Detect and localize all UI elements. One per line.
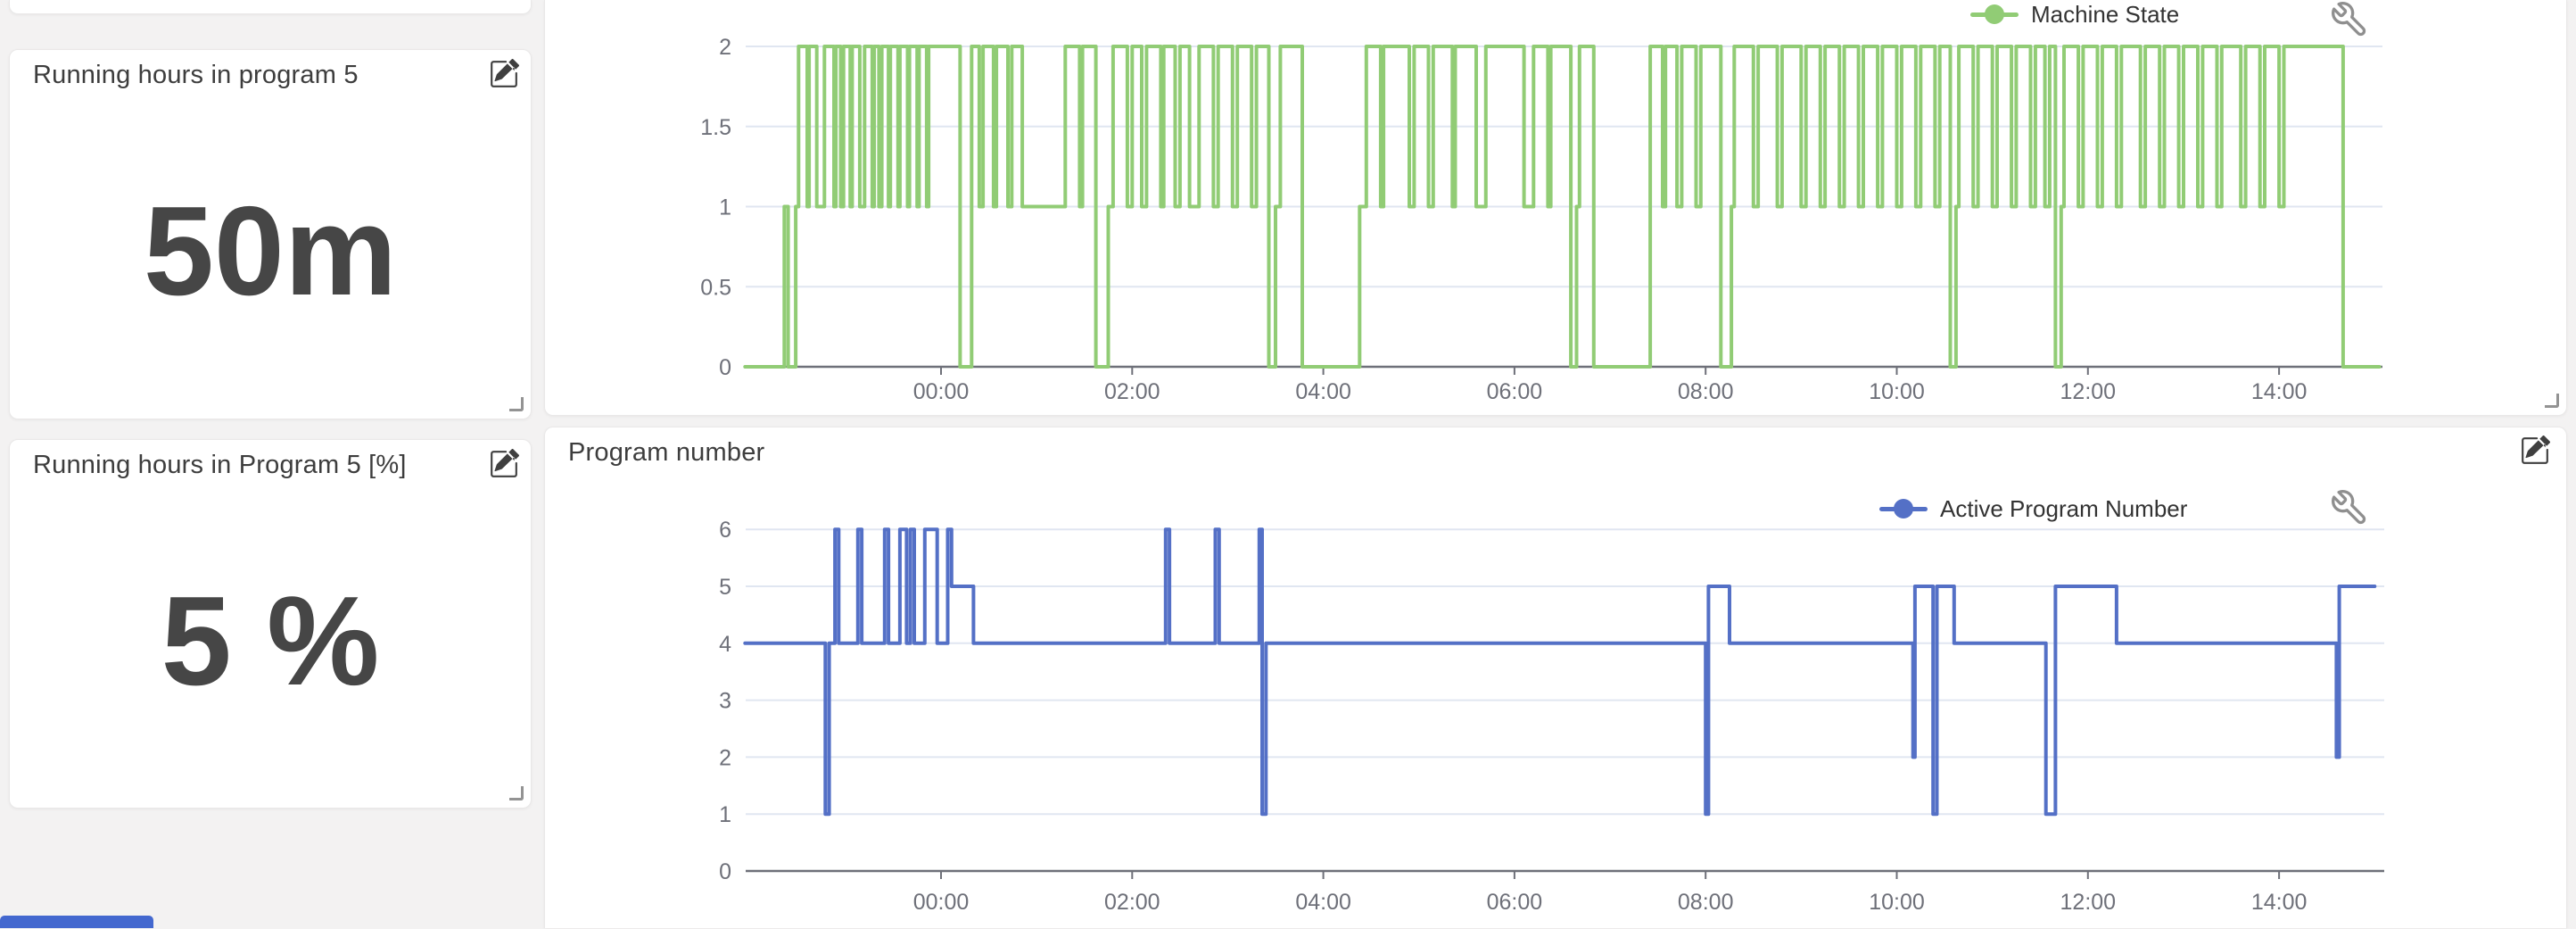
settings-button[interactable]: [2329, 488, 2370, 529]
legend-label: Machine State: [2031, 0, 2180, 28]
svg-text:04:00: 04:00: [1295, 379, 1351, 404]
resize-corner-icon[interactable]: [509, 786, 524, 800]
svg-text:04:00: 04:00: [1295, 890, 1351, 915]
legend-line-marker: [1879, 498, 1928, 518]
card-running-hours: Running hours in program 5 50m: [9, 49, 532, 419]
panel-title: Program number: [568, 438, 765, 467]
svg-text:08:00: 08:00: [1678, 890, 1734, 915]
settings-button[interactable]: [2329, 0, 2370, 41]
svg-text:14:00: 14:00: [2251, 379, 2308, 404]
pencil-square-icon: [2522, 435, 2551, 464]
pencil-square-icon: [491, 448, 520, 477]
resize-corner-icon[interactable]: [509, 397, 524, 411]
svg-text:0: 0: [719, 859, 731, 884]
svg-text:08:00: 08:00: [1678, 379, 1734, 404]
legend-label: Active Program Number: [1940, 494, 2188, 522]
svg-text:1.5: 1.5: [700, 115, 731, 140]
svg-text:00:00: 00:00: [913, 890, 970, 915]
svg-text:02:00: 02:00: [1104, 890, 1160, 915]
edit-button[interactable]: [2519, 435, 2551, 468]
program-number-chart[interactable]: 0 1 2 3 4 5 6 00:00 02:00 04:00 06:00 08:00 10:00 12:…: [545, 427, 2568, 929]
svg-text:10:00: 10:00: [1869, 890, 1925, 915]
svg-text:3: 3: [719, 689, 731, 714]
panel-program-number: Program number 0 1 2 3 4 5 6 00:00 02:00 04:00 06:…: [544, 427, 2567, 928]
svg-text:2: 2: [719, 35, 731, 60]
legend-active-program-number[interactable]: Active Program Number: [1879, 495, 2187, 522]
edit-button[interactable]: [488, 448, 520, 481]
wrench-icon: [2332, 490, 2366, 525]
pencil-square-icon: [491, 58, 520, 87]
svg-text:5: 5: [719, 575, 731, 600]
svg-text:02:00: 02:00: [1104, 379, 1160, 404]
wrench-icon: [2332, 2, 2366, 37]
cutoff-card-above: [9, 0, 532, 14]
svg-text:4: 4: [719, 632, 731, 657]
svg-text:14:00: 14:00: [2251, 890, 2308, 915]
card-running-hours-percent: Running hours in Program 5 [%] 5 %: [9, 439, 532, 809]
svg-text:10:00: 10:00: [1869, 379, 1925, 404]
machine-state-chart[interactable]: 0 0.5 1 1.5 2 00:00 02:00 04:00 06:00 08:00 10:00 1…: [545, 0, 2568, 416]
svg-text:12:00: 12:00: [2060, 890, 2117, 915]
legend-line-marker: [1970, 4, 2019, 24]
svg-text:12:00: 12:00: [2060, 379, 2117, 404]
svg-text:6: 6: [719, 518, 731, 543]
panel-machine-state: 0 0.5 1 1.5 2 00:00 02:00 04:00 06:00 08:00 10:00 1…: [544, 0, 2567, 416]
kpi-value: 50m: [143, 180, 398, 322]
svg-text:2: 2: [719, 745, 731, 770]
cutoff-primary-button[interactable]: [0, 916, 153, 928]
svg-text:0: 0: [719, 355, 731, 380]
resize-corner-icon[interactable]: [2545, 394, 2559, 408]
svg-text:0.5: 0.5: [700, 275, 731, 300]
svg-text:06:00: 06:00: [1487, 890, 1543, 915]
card-title: Running hours in program 5: [33, 61, 359, 89]
kpi-value: 5 %: [161, 570, 380, 712]
svg-text:1: 1: [719, 802, 731, 827]
card-title: Running hours in Program 5 [%]: [33, 451, 407, 479]
edit-button[interactable]: [488, 58, 520, 91]
legend-machine-state[interactable]: Machine State: [1970, 1, 2179, 28]
svg-text:1: 1: [719, 195, 731, 220]
svg-text:06:00: 06:00: [1487, 379, 1543, 404]
svg-text:00:00: 00:00: [913, 379, 970, 404]
